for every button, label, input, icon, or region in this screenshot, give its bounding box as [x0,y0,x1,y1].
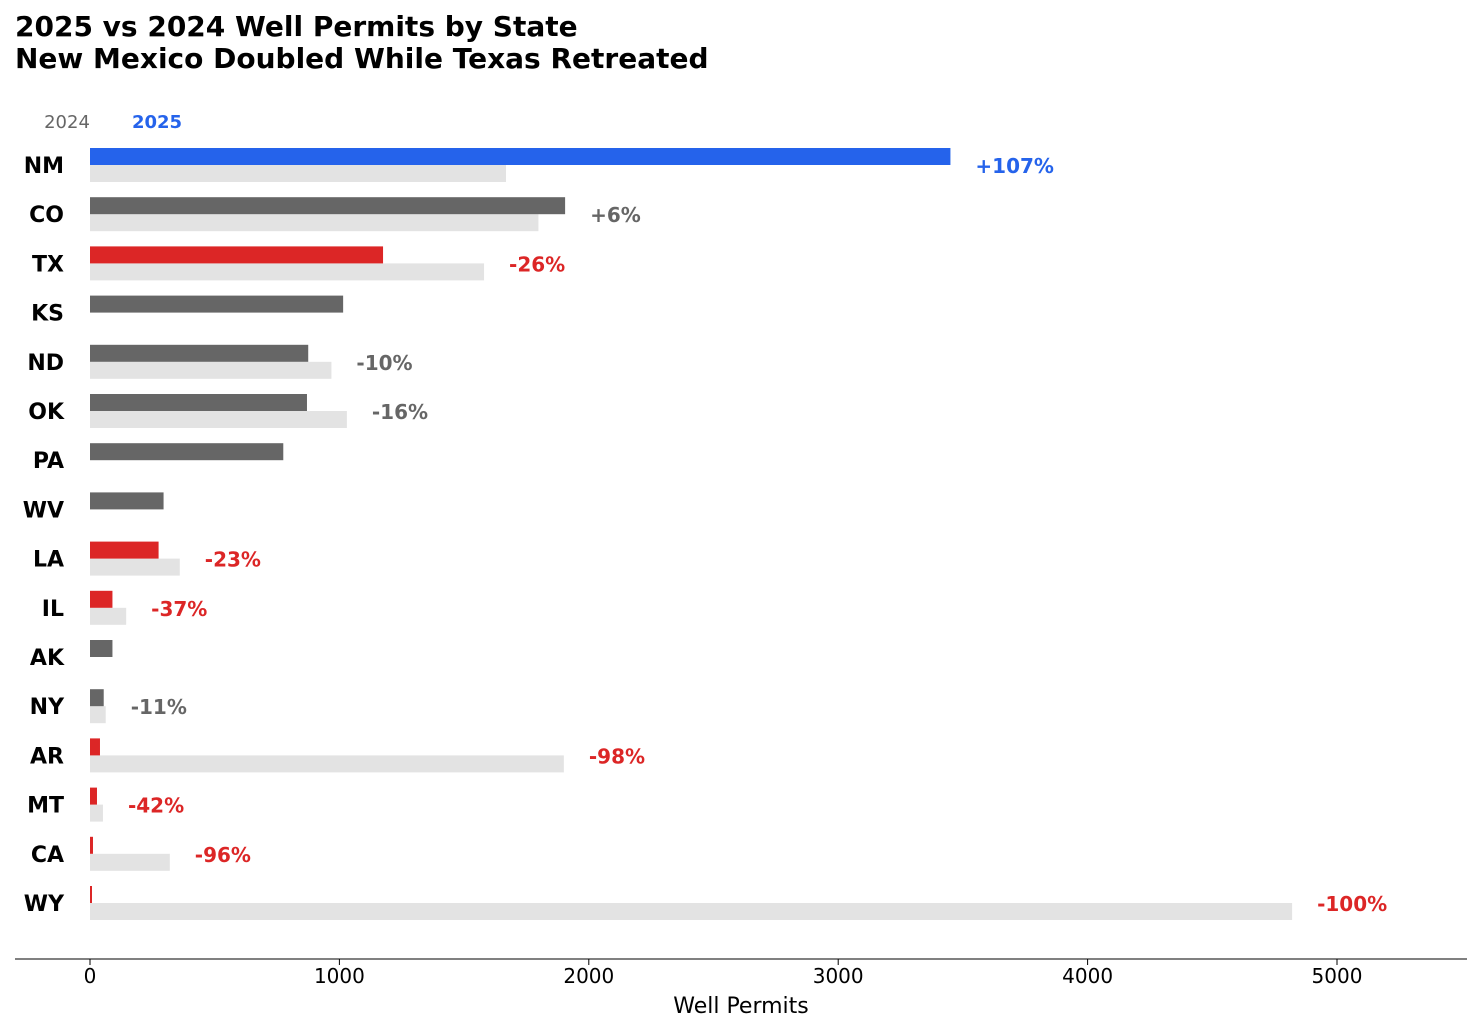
bar-2024 [90,263,485,281]
bars-group: NM +107% CO +6% TX -26% KS ND -10% OK -16% PA WV LA -2… [23,148,1387,920]
category-label: LA [33,548,64,573]
x-ticks-group: 0 1000 2000 3000 4000 5000 [84,959,1363,988]
change-label: -23% [205,548,261,572]
x-tick-label: 1000 [314,964,365,988]
category-label: IL [42,597,64,622]
category-label: OK [28,400,65,425]
category-label: NY [30,695,65,720]
chart-title-line-1: 2025 vs 2024 Well Permits by State [15,10,578,43]
change-label: -100% [1317,892,1387,916]
bar-2025 [90,344,309,362]
bar-2025 [90,295,344,313]
change-label: +107% [975,154,1054,178]
x-tick-label: 3000 [813,964,864,988]
bar-2025 [90,738,100,756]
bar-2025 [90,689,104,707]
category-label: MT [27,794,64,819]
x-tick-label: 4000 [1062,964,1113,988]
bar-2024 [90,804,103,822]
bar-2025 [90,541,159,559]
category-label: WY [24,892,65,917]
bar-2024 [90,706,106,724]
category-label: CO [29,203,64,228]
change-label: +6% [590,203,641,227]
category-label: CA [31,843,64,868]
change-label: -10% [356,351,412,375]
category-label: PA [33,449,64,474]
bar-2025 [90,197,566,215]
change-label: -37% [151,597,207,621]
bar-2024 [90,411,347,428]
change-label: -96% [195,843,251,867]
category-label: KS [31,302,64,327]
category-label: AK [30,646,65,671]
bar-2025 [90,246,384,264]
category-label: WV [23,498,64,523]
bar-2024 [90,558,180,576]
change-label: -98% [589,744,645,768]
bar-2025 [90,492,164,510]
category-label: AR [30,744,64,769]
bar-2024 [90,214,539,232]
x-tick-label: 0 [84,964,97,988]
category-label: ND [27,351,64,376]
bar-2024 [90,853,170,871]
bar-2025 [90,590,113,608]
bar-2025 [90,836,93,854]
change-label: -26% [509,252,565,276]
bar-2024 [90,903,1293,920]
category-label: NM [24,154,64,179]
change-label: -16% [372,400,428,424]
x-axis-label: Well Permits [673,994,809,1019]
category-label: TX [32,252,64,277]
bar-2025 [90,640,113,657]
bar-2024 [90,165,506,182]
bar-2025 [90,394,307,411]
chart-title-line-2: New Mexico Doubled While Texas Retreated [15,42,709,75]
bar-2024 [90,607,127,625]
bar-2025 [90,148,951,165]
change-label: -11% [131,695,187,719]
bar-2025 [90,787,97,805]
legend-2024: 2024 [44,112,90,133]
legend-2025: 2025 [132,112,182,133]
bar-2025 [90,443,284,461]
change-label: -42% [128,794,184,818]
bar-2024 [90,361,332,379]
x-tick-label: 2000 [563,964,614,988]
x-tick-label: 5000 [1312,964,1363,988]
bar-2024 [90,755,564,773]
bar-2025 [90,886,92,903]
